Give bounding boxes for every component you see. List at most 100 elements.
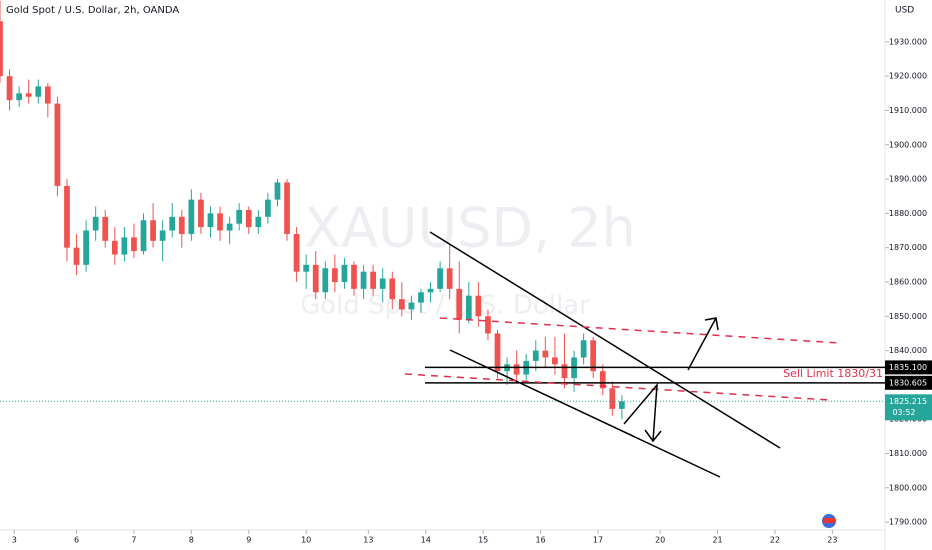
candle-body — [150, 220, 156, 241]
candle-body — [188, 199, 195, 234]
y-tick-label: 1880.000 — [889, 209, 927, 218]
candle-body — [351, 264, 357, 289]
dashed-line — [404, 373, 831, 401]
candle-body — [331, 268, 338, 282]
candle-body — [111, 240, 118, 255]
y-tick-label: 1810.000 — [889, 449, 927, 458]
candle-body — [532, 350, 539, 361]
x-tick-label: 7 — [131, 536, 136, 545]
arrow-up — [687, 317, 719, 371]
candle-body — [360, 271, 367, 289]
x-tick-label: 6 — [74, 536, 79, 545]
candle-body — [552, 357, 558, 365]
y-tick-label: 1890.000 — [889, 175, 927, 184]
x-tick-label: 9 — [246, 536, 251, 545]
candle-body — [446, 268, 453, 289]
price-label: 1825.215 — [889, 397, 927, 406]
candle-body — [580, 340, 587, 358]
chart-title: Gold Spot / U.S. Dollar, 2h, OANDA — [6, 5, 179, 16]
candle-body — [293, 233, 300, 272]
x-tick-label: 14 — [421, 536, 431, 545]
candle-body — [44, 86, 51, 104]
price-tag — [885, 394, 932, 421]
x-tick-label: 20 — [655, 536, 665, 545]
candle-body — [619, 401, 625, 409]
level-label: 1830.605 — [889, 378, 927, 387]
y-tick-label: 1870.000 — [889, 243, 927, 252]
candle-body — [379, 278, 386, 289]
countdown: 03:52 — [892, 408, 915, 417]
candle-body — [408, 302, 415, 310]
candle-body — [456, 288, 463, 320]
level-tag — [885, 375, 932, 390]
x-tick-label: 3 — [12, 536, 17, 545]
candle-body — [590, 340, 597, 372]
candle-body — [0, 21, 3, 77]
x-tick-label: 17 — [593, 536, 603, 545]
candle-body — [609, 388, 616, 409]
candle-body — [418, 292, 424, 303]
watermark-subtitle: Gold Spot / U.S. Dollar — [300, 291, 590, 321]
candle-body — [322, 268, 329, 293]
candle-body — [284, 182, 290, 234]
x-tick-label: 13 — [363, 536, 373, 545]
x-tick-label: 15 — [478, 536, 488, 545]
y-tick-label: 1790.000 — [889, 518, 927, 527]
candle-body — [303, 264, 310, 272]
candle-body — [437, 268, 443, 289]
candle-body — [159, 230, 166, 241]
candle-body — [73, 247, 80, 265]
candle-body — [16, 93, 23, 101]
candle-body — [102, 216, 109, 241]
flag-icon — [823, 518, 835, 523]
candle-body — [169, 216, 176, 231]
x-tick-label: 10 — [301, 536, 311, 545]
candle-body — [255, 216, 262, 228]
candle-body — [207, 213, 214, 228]
arrow-down — [623, 382, 662, 443]
candle-body — [6, 76, 13, 101]
level-tag — [885, 360, 932, 375]
y-tick-label: 1910.000 — [889, 106, 927, 115]
candle-body — [427, 288, 434, 293]
y-tick-label: 1920.000 — [889, 72, 927, 81]
y-tick-label: 1840.000 — [889, 346, 927, 355]
y-tick-label: 1900.000 — [889, 140, 927, 149]
level-label: 1835.100 — [889, 363, 927, 372]
annotation: Sell Limit 1830/31 — [783, 367, 883, 380]
candle-body — [465, 295, 472, 320]
x-tick-label: 16 — [535, 536, 545, 545]
candle-body — [198, 199, 204, 228]
x-tick-label: 21 — [712, 536, 722, 545]
watermark: XAUUSD, 2h — [304, 197, 636, 260]
candle-body — [370, 271, 377, 289]
dashed-line — [439, 317, 841, 344]
candle-body — [35, 86, 42, 97]
candle-body — [542, 350, 549, 358]
candle-body — [265, 199, 271, 217]
candle-body — [341, 264, 348, 282]
y-tick-label: 1930.000 — [889, 37, 927, 46]
candle-body — [236, 209, 243, 224]
candle-body — [226, 223, 233, 231]
candle-body — [485, 316, 491, 334]
candle-body — [64, 185, 70, 248]
trend-line — [429, 231, 781, 449]
candle-body — [83, 230, 89, 265]
candle-body — [398, 299, 405, 310]
candle-body — [475, 295, 482, 317]
drawings — [404, 231, 841, 478]
x-tick-label: 22 — [770, 536, 780, 545]
candle-body — [25, 93, 32, 97]
candle-body — [217, 213, 223, 231]
candle-body — [561, 364, 568, 379]
candle-body — [312, 264, 319, 293]
y-tick-label: 1860.000 — [889, 277, 927, 286]
candle-body — [245, 209, 252, 228]
candle-body — [178, 216, 185, 234]
y-tick-label: 1850.000 — [889, 312, 927, 321]
y-unit: USD — [895, 6, 914, 16]
candle-body — [54, 103, 61, 186]
